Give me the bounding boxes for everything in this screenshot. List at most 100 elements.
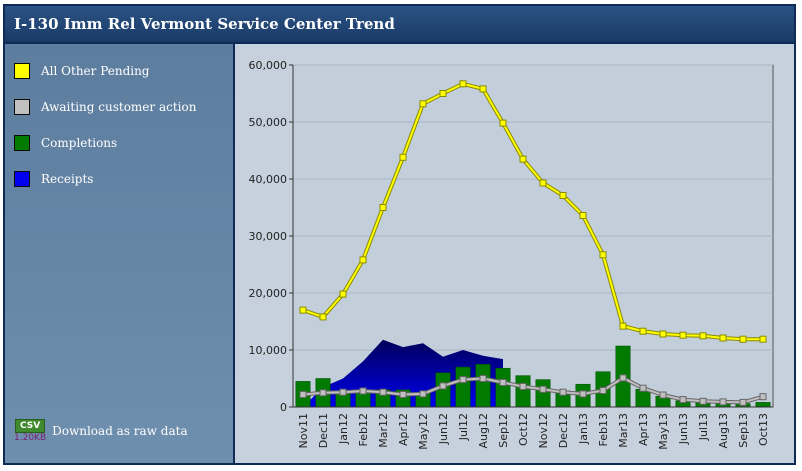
awaiting-customer-action-point xyxy=(719,398,727,406)
completions-bar xyxy=(515,375,531,408)
x-tick-label: Aug12 xyxy=(477,413,490,448)
plot-area: 0 10,000 20,000 30,000 40,000 50,000 60,000 Nov… xyxy=(235,44,794,463)
trend-chart: 0 10,000 20,000 30,000 40,000 50,000 60,000 Nov… xyxy=(249,59,774,450)
awaiting-customer-action-point xyxy=(699,397,707,405)
awaiting-customer-action-point xyxy=(739,398,747,406)
chart-title: I-130 Imm Rel Vermont Service Center Tre… xyxy=(14,15,395,33)
receipts-swatch xyxy=(14,171,30,187)
awaiting-customer-action-point xyxy=(599,387,607,394)
all-other-pending-point xyxy=(359,256,367,264)
all-other-pending-point xyxy=(599,251,607,259)
y-tick-label: 10,000 xyxy=(249,344,288,357)
all-other-pending-point xyxy=(559,192,567,199)
all-other-pending-point xyxy=(419,100,427,108)
all-other-pending-point xyxy=(739,335,747,343)
all-other-pending-point xyxy=(519,155,527,163)
x-tick-label: Sep12 xyxy=(497,413,510,448)
all-other-pending-point xyxy=(399,153,407,161)
x-tick-label: Jul13 xyxy=(697,413,710,441)
all-other-pending-point xyxy=(379,204,387,211)
x-tick-label: Feb12 xyxy=(357,413,370,446)
y-tick-label: 40,000 xyxy=(249,173,288,186)
x-tick-label: Dec12 xyxy=(557,413,570,448)
x-tick-label: Jan12 xyxy=(337,413,350,445)
legend-item-receipts[interactable]: Receipts xyxy=(14,170,93,188)
all-other-pending-point xyxy=(619,322,627,330)
x-tick-label: Aug13 xyxy=(717,413,730,448)
title-bar: I-130 Imm Rel Vermont Service Center Tre… xyxy=(5,6,794,44)
x-tick-label: Mar12 xyxy=(377,413,390,448)
download-area: CSV 1.20KB Download as raw data xyxy=(14,419,188,443)
awaiting-customer-action-point xyxy=(459,376,467,384)
completions-bar xyxy=(475,364,491,408)
x-tick-label: May12 xyxy=(417,413,430,450)
x-tick-label: Jan13 xyxy=(577,413,590,445)
all-other-pending-point xyxy=(539,179,547,187)
legend-label: Awaiting customer action xyxy=(41,100,197,114)
legend-item-all-other-pending[interactable]: All Other Pending xyxy=(14,62,150,80)
completions-bar xyxy=(755,402,771,408)
awaiting-customer-action-point xyxy=(399,391,407,398)
x-tick-label: Apr13 xyxy=(637,413,650,446)
all-other-pending-point xyxy=(679,331,687,339)
chart-panel: I-130 Imm Rel Vermont Service Center Tre… xyxy=(3,4,796,465)
legend-label: Receipts xyxy=(41,172,94,186)
csv-file-size: 1.20KB xyxy=(14,433,47,443)
all-other-pending-point xyxy=(459,80,467,88)
awaiting-customer-action-point xyxy=(479,375,487,382)
csv-download-icon[interactable]: CSV 1.20KB xyxy=(14,419,46,443)
awaiting-customer-action-point xyxy=(539,385,547,393)
awaiting-customer-action-point xyxy=(379,388,387,396)
awaiting-customer-action-point xyxy=(359,387,367,395)
awaiting-customer-action-point xyxy=(299,391,307,398)
x-tick-label: Oct12 xyxy=(517,413,530,446)
download-raw-data-link[interactable]: Download as raw data xyxy=(52,424,188,438)
x-tick-label: Apr12 xyxy=(397,413,410,446)
awaiting-customer-action-swatch xyxy=(14,99,30,115)
awaiting-customer-action-point xyxy=(439,382,447,390)
y-tick-label: 50,000 xyxy=(249,116,288,129)
all-other-pending-point xyxy=(319,313,327,321)
completions-bar xyxy=(495,367,511,408)
all-other-pending-point xyxy=(339,290,347,298)
legend-item-awaiting-customer-action[interactable]: Awaiting customer action xyxy=(14,98,196,116)
x-tick-label: Feb13 xyxy=(597,413,610,446)
awaiting-customer-action-point xyxy=(519,383,527,390)
y-tick-label: 30,000 xyxy=(249,230,288,243)
x-tick-label: Jun13 xyxy=(677,413,690,445)
all-other-pending-swatch xyxy=(14,63,30,79)
x-tick-label: Sep13 xyxy=(737,413,750,448)
awaiting-customer-action-point xyxy=(499,379,507,386)
completions-swatch xyxy=(14,135,30,151)
y-tick-label: 0 xyxy=(280,401,287,414)
awaiting-customer-action-point xyxy=(339,388,347,396)
all-other-pending-point xyxy=(699,332,707,340)
awaiting-customer-action-point xyxy=(639,384,647,392)
y-tick-label: 60,000 xyxy=(249,59,288,72)
y-tick-label: 20,000 xyxy=(249,287,288,300)
csv-badge: CSV xyxy=(14,419,46,433)
all-other-pending-point xyxy=(499,119,507,127)
x-tick-label: Mar13 xyxy=(617,413,630,448)
all-other-pending-point xyxy=(639,327,647,335)
awaiting-customer-action-point xyxy=(559,388,567,396)
x-tick-label: Nov11 xyxy=(297,413,310,448)
x-tick-label: Oct13 xyxy=(757,413,770,446)
awaiting-customer-action-point xyxy=(619,374,627,382)
all-other-pending-point xyxy=(479,85,487,93)
completions-bar xyxy=(455,366,471,408)
legend-label: Completions xyxy=(41,136,118,150)
x-tick-label: Jun12 xyxy=(437,413,450,445)
all-other-pending-point xyxy=(659,330,667,338)
all-other-pending-point xyxy=(579,212,587,219)
x-tick-label: May13 xyxy=(657,413,670,450)
x-tick-label: Nov12 xyxy=(537,413,550,448)
legend-label: All Other Pending xyxy=(41,64,150,78)
all-other-pending-point xyxy=(759,335,767,343)
awaiting-customer-action-point xyxy=(759,393,767,401)
awaiting-customer-action-point xyxy=(659,391,667,399)
x-tick-label: Dec11 xyxy=(317,413,330,448)
legend-item-completions[interactable]: Completions xyxy=(14,134,117,152)
all-other-pending-point xyxy=(439,90,447,97)
awaiting-customer-action-point xyxy=(319,389,327,397)
